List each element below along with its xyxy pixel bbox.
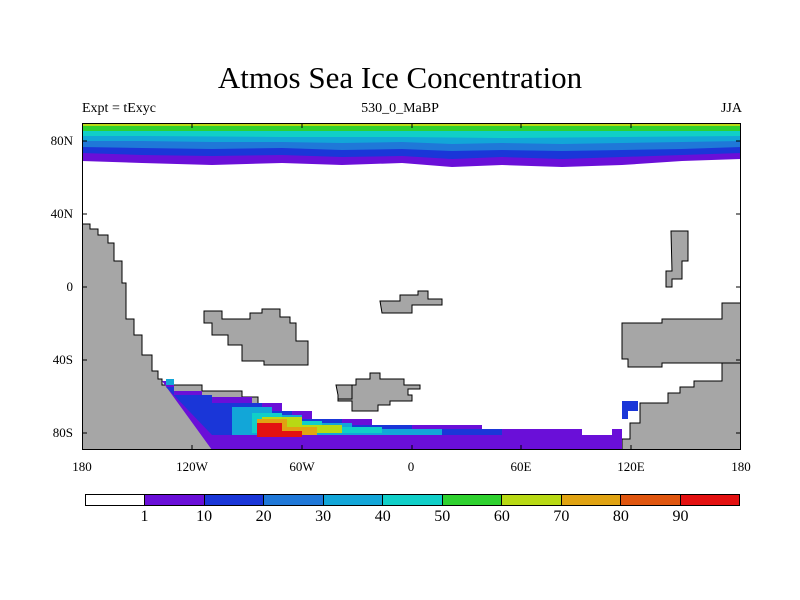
arctic-sea-ice <box>82 123 741 167</box>
colorbar-box <box>86 495 146 505</box>
colorbar-box <box>145 495 205 505</box>
lat-label-80n: 80N <box>50 133 73 148</box>
map-svg <box>82 123 741 450</box>
colorbar-label: 50 <box>434 508 451 525</box>
map-title: Atmos Sea Ice Concentration <box>217 60 583 95</box>
lon-label-0: 0 <box>407 459 415 474</box>
colorbar-label: 40 <box>374 508 391 525</box>
lon-label-60w: 60W <box>289 459 315 474</box>
colorbar-label: 80 <box>612 508 629 525</box>
colorbar-label: 30 <box>315 508 332 525</box>
colorbar-label: 90 <box>672 508 689 525</box>
time-label: 530_0_MaBP <box>361 101 439 116</box>
season-label: JJA <box>720 101 742 116</box>
lat-label-40s: 40S <box>52 352 73 367</box>
colorbar-label: 1 <box>140 508 149 525</box>
antarctic-sea-ice <box>162 379 638 450</box>
lat-label-0: 0 <box>66 279 74 294</box>
lon-label-120e: 120E <box>617 459 645 474</box>
colorbar-label: 70 <box>553 508 570 525</box>
ice-south-90 <box>257 423 302 437</box>
colorbar-box <box>442 495 503 505</box>
lat-label-40n: 40N <box>50 206 73 221</box>
colorbar-box <box>264 495 324 505</box>
lat-label-80s: 80S <box>52 425 73 440</box>
east-continent-2 <box>621 302 741 368</box>
colorbar-box <box>502 495 562 505</box>
axis-ticks <box>82 123 741 450</box>
colorbar-label: 20 <box>255 508 272 525</box>
north-island <box>379 290 443 314</box>
central-continent <box>203 308 309 366</box>
colorbar-label: 10 <box>196 508 213 525</box>
lon-label-120w: 120W <box>176 459 208 474</box>
map-plot <box>82 123 741 450</box>
lon-label-180w: 180 <box>72 459 92 474</box>
lon-label-60e: 60E <box>510 459 532 474</box>
ice-south-small <box>166 379 174 385</box>
colorbar-box <box>323 495 384 505</box>
experiment-label: Expt = tExyc <box>82 101 156 116</box>
colorbar-box <box>561 495 622 505</box>
colorbar-box <box>621 495 681 505</box>
colorbar <box>85 494 740 506</box>
south-islet <box>335 384 353 400</box>
colorbar-label: 60 <box>493 508 510 525</box>
ice-east-small <box>622 401 638 419</box>
colorbar-box <box>204 495 265 505</box>
colorbar-box <box>680 495 739 505</box>
east-peninsula <box>665 230 689 288</box>
colorbar-box <box>383 495 443 505</box>
lon-label-180e: 180 <box>731 459 751 474</box>
